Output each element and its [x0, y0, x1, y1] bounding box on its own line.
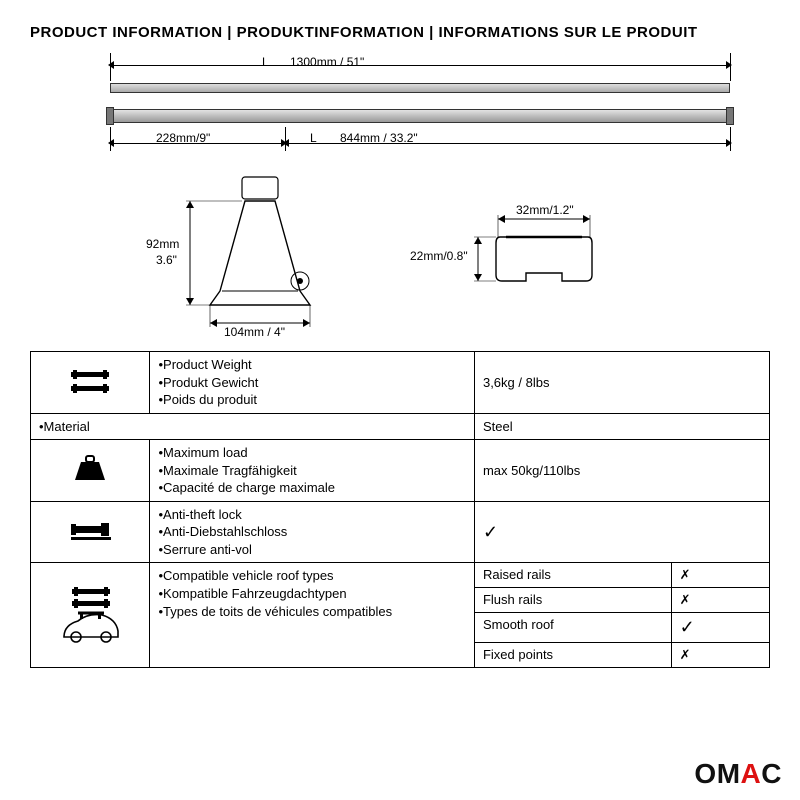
antitheft-label-de: •Anti-Diebstahlschloss: [158, 523, 466, 541]
lock-icon: [31, 501, 150, 563]
antitheft-check: [474, 501, 769, 563]
foot-front-view: 92mm 3.6" 104mm / 4": [150, 173, 340, 343]
dim-profile-h: 22mm/0.8": [410, 249, 468, 263]
brand-logo: OMAC: [694, 758, 782, 790]
logo-part3: C: [761, 758, 782, 789]
dim-overall: 1300mm / 51": [290, 55, 364, 69]
top-bar: [110, 83, 730, 93]
weight-label-en: •Product Weight: [158, 356, 466, 374]
row-weight: •Product Weight •Produkt Gewicht •Poids …: [31, 352, 770, 414]
compat-2-mark: [671, 613, 769, 643]
maxload-label-en: •Maximum load: [158, 444, 466, 462]
compat-label-en: •Compatible vehicle roof types: [158, 567, 466, 585]
compat-1-mark: [671, 588, 769, 613]
maxload-value: max 50kg/110lbs: [474, 440, 769, 502]
material-label: •Material: [39, 418, 466, 436]
car-icon: [31, 563, 150, 668]
weight-value: 3,6kg / 8lbs: [474, 352, 769, 414]
compat-0-name: Raised rails: [474, 563, 671, 588]
dim-offset: 228mm/9": [156, 131, 210, 145]
second-bar: [110, 109, 730, 123]
row-antitheft: •Anti-theft lock •Anti-Diebstahlschloss …: [31, 501, 770, 563]
dim-overall-L: L: [262, 55, 269, 69]
dim-inner: 844mm / 33.2": [340, 131, 418, 145]
dim-profile-w: 32mm/1.2": [516, 203, 574, 217]
compat-label-fr: •Types de toits de véhicules compatibles: [158, 603, 466, 621]
spec-table: •Product Weight •Produkt Gewicht •Poids …: [30, 351, 770, 668]
compat-3-mark: [671, 643, 769, 668]
compat-2-name: Smooth roof: [474, 613, 671, 643]
dim-foot-h-in: 3.6": [156, 253, 177, 267]
material-value: Steel: [474, 413, 769, 440]
dimensions-diagram: L 1300mm / 51" 228mm/9" L 844mm / 33.2": [30, 53, 770, 343]
dim-inner-L: L: [310, 131, 317, 145]
antitheft-label-en: •Anti-theft lock: [158, 506, 466, 524]
profile-cross-section: 32mm/1.2" 22mm/0.8": [430, 203, 630, 323]
maxload-label-de: •Maximale Tragfähigkeit: [158, 462, 466, 480]
compat-label-de: •Kompatible Fahrzeugdachtypen: [158, 585, 466, 603]
page-title: PRODUCT INFORMATION | PRODUKTINFORMATION…: [0, 0, 800, 53]
compat-0-mark: [671, 563, 769, 588]
weight-label-de: •Produkt Gewicht: [158, 374, 466, 392]
compat-3-name: Fixed points: [474, 643, 671, 668]
dim-foot-w: 104mm / 4": [224, 325, 285, 339]
dim-foot-h-mm: 92mm: [146, 237, 179, 251]
logo-part2: A: [741, 758, 762, 789]
logo-part1: OM: [694, 758, 740, 789]
maxload-label-fr: •Capacité de charge maximale: [158, 479, 466, 497]
weight-label-fr: •Poids du produit: [158, 391, 466, 409]
row-compat-0: •Compatible vehicle roof types •Kompatib…: [31, 563, 770, 588]
row-maxload: •Maximum load •Maximale Tragfähigkeit •C…: [31, 440, 770, 502]
antitheft-label-fr: •Serrure anti-vol: [158, 541, 466, 559]
compat-1-name: Flush rails: [474, 588, 671, 613]
maxload-icon: [31, 440, 150, 502]
row-material: •Material Steel: [31, 413, 770, 440]
weight-icon: [31, 352, 150, 414]
